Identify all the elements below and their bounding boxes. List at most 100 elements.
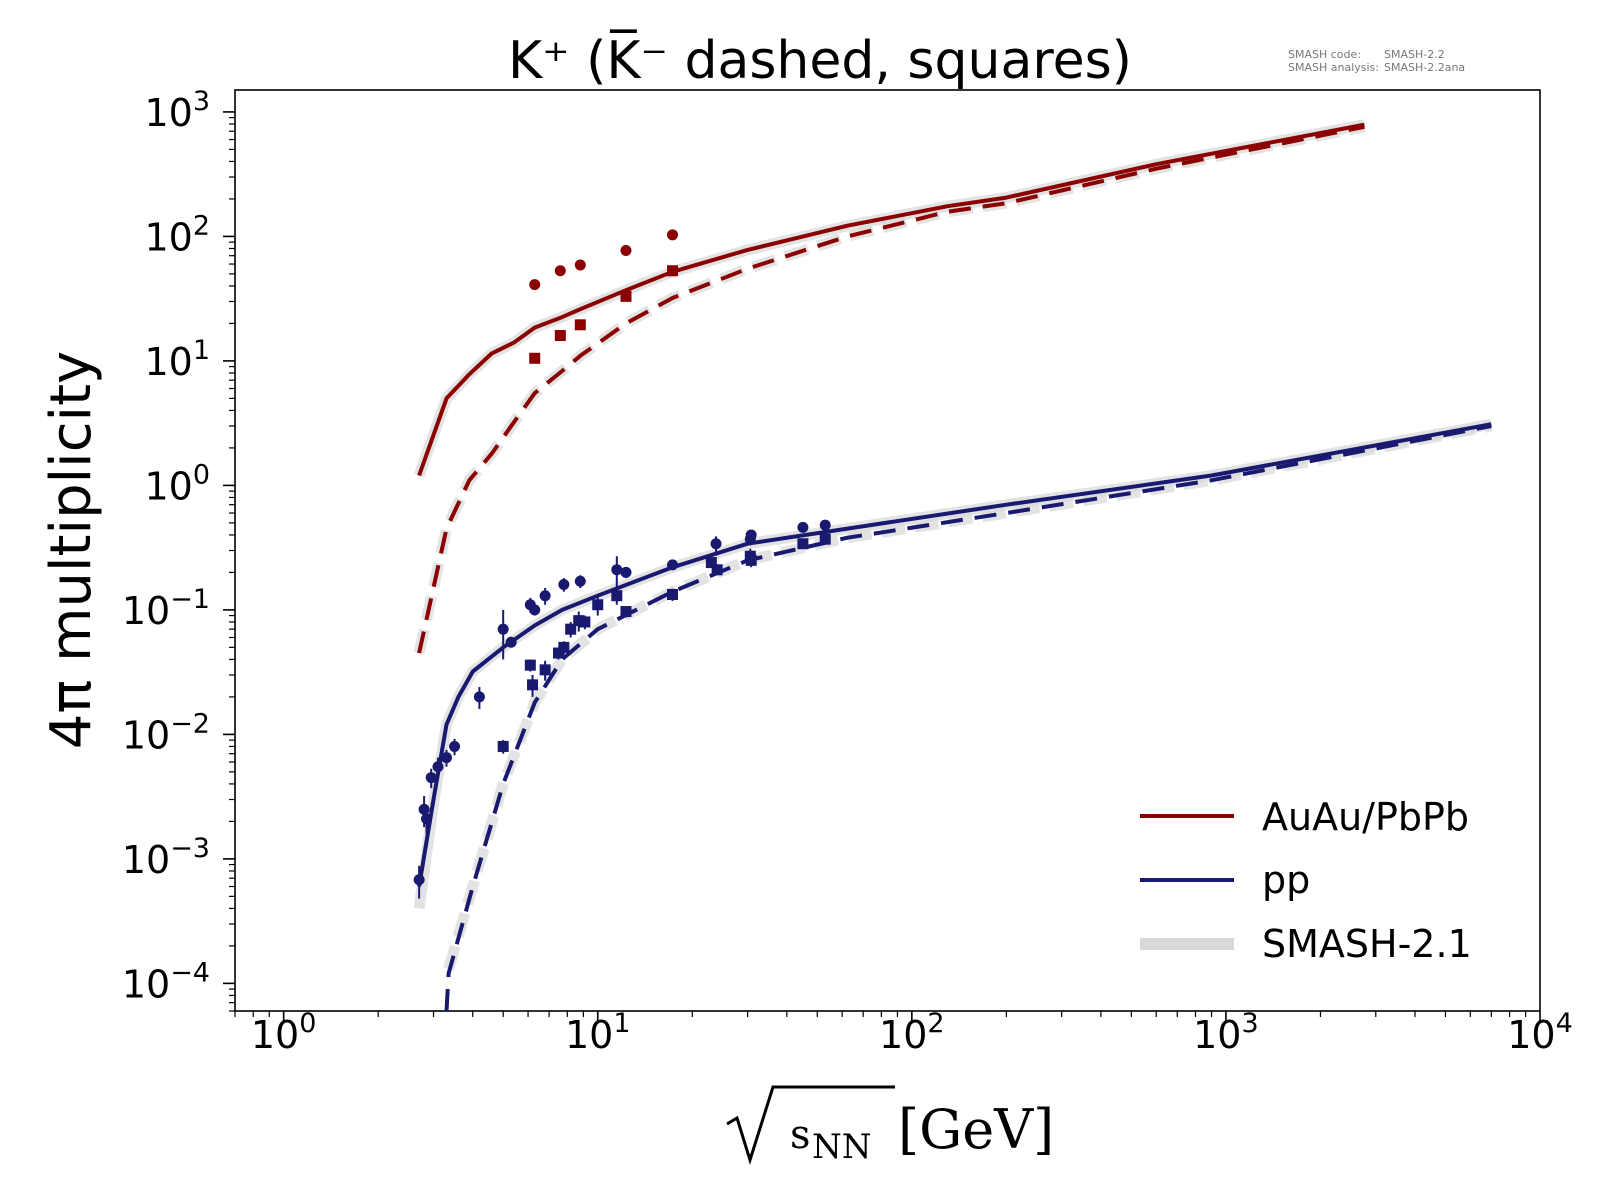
x-tick-label: 101 <box>565 1008 631 1057</box>
y-tick-label: 10−2 <box>122 708 210 757</box>
chart-title: K⁺ (K̅⁻ dashed, squares) <box>508 29 1132 91</box>
data-point-auau-pbpb-kplus <box>554 265 566 277</box>
data-point-pp-kminus <box>524 659 536 671</box>
data-point-pp-kminus <box>711 564 723 576</box>
sqrt-sign <box>726 1085 895 1166</box>
data-point-pp-kplus <box>574 575 586 587</box>
x-tick-label: 104 <box>1507 1008 1573 1057</box>
data-point-pp-kplus <box>539 590 551 602</box>
data-point-pp-kplus <box>421 813 433 825</box>
data-point-pp-kplus <box>425 772 437 784</box>
y-tick-label: 10−1 <box>122 584 210 633</box>
data-point-pp-kplus <box>505 636 517 648</box>
x-tick-exponent: 0 <box>299 1008 316 1039</box>
x-tick-base: 10 <box>1193 1013 1241 1057</box>
data-point-pp-kminus <box>611 590 623 602</box>
x-tick-exponent: 4 <box>1556 1008 1573 1039</box>
data-point-pp-kplus <box>710 538 722 550</box>
data-point-auau-pbpb-kplus <box>574 259 586 271</box>
y-tick-base: 10 <box>122 713 170 757</box>
data-point-pp-kplus <box>432 761 444 773</box>
version-code-value: SMASH-2.2 <box>1384 48 1445 61</box>
y-tick-exponent: −1 <box>170 584 210 615</box>
x-axis-label: s NN [GeV] <box>726 1085 1054 1167</box>
legend-label-pp: pp <box>1262 858 1310 902</box>
data-point-pp-kminus <box>573 615 585 627</box>
data-point-pp-kplus <box>449 740 461 752</box>
y-tick-exponent: −2 <box>170 708 210 739</box>
series-line-auau-pbpb-kplus-model <box>417 122 1365 477</box>
y-tick-exponent: 3 <box>193 86 210 117</box>
data-point-auau-pbpb-kplus <box>620 245 632 257</box>
x-tick-label: 103 <box>1193 1008 1259 1057</box>
data-point-pp-kminus <box>819 533 831 545</box>
data-markers <box>413 229 831 899</box>
data-point-auau-pbpb-kminus <box>620 290 632 302</box>
x-tick-base: 10 <box>1507 1013 1555 1057</box>
y-tick-label: 103 <box>144 86 210 135</box>
x-axis: 100 101 102 103 104 <box>234 1008 1573 1057</box>
data-point-auau-pbpb-kminus <box>574 319 586 331</box>
y-tick-exponent: 2 <box>193 210 210 241</box>
x-tick-base: 10 <box>879 1013 927 1057</box>
x-axis-label-symbol: s <box>790 1112 811 1158</box>
y-tick-label: 100 <box>144 459 210 508</box>
y-tick-base: 10 <box>122 962 170 1006</box>
x-tick-base: 10 <box>565 1013 613 1057</box>
data-point-pp-kminus <box>705 557 717 569</box>
version-analysis-value: SMASH-2.2ana <box>1384 61 1465 74</box>
x-tick-label: 100 <box>251 1008 317 1057</box>
legend-label-reference: SMASH-2.1 <box>1262 922 1472 966</box>
data-point-pp-kplus <box>667 559 679 571</box>
data-point-pp-kplus <box>441 752 453 764</box>
data-point-pp-kplus <box>413 874 425 886</box>
y-tick-base: 10 <box>122 838 170 882</box>
x-tick-exponent: 1 <box>613 1008 630 1039</box>
y-tick-base: 10 <box>144 91 192 135</box>
y-tick-label: 10−4 <box>122 957 210 1006</box>
y-tick-base: 10 <box>144 215 192 259</box>
series-line-auau-pbpb-kminus-model <box>417 124 1365 654</box>
reference-lines <box>413 119 1493 971</box>
data-point-pp-kminus <box>667 588 679 600</box>
data-point-pp-kminus <box>527 679 539 691</box>
series-line-pp-kminus-model <box>444 424 1492 1012</box>
data-point-pp-kminus <box>539 664 551 676</box>
x-tick-exponent: 2 <box>927 1008 944 1039</box>
data-point-pp-kminus <box>592 599 604 611</box>
data-point-pp-kminus <box>579 616 591 628</box>
series-line-auau-pbpb-kminus-reference <box>413 121 1366 655</box>
y-tick-exponent: −4 <box>170 957 210 988</box>
x-axis-label-subscript: NN <box>812 1127 872 1167</box>
x-tick-base: 10 <box>251 1013 299 1057</box>
y-tick-label: 102 <box>144 210 210 259</box>
y-tick-label: 101 <box>144 335 210 384</box>
data-point-pp-kplus <box>558 578 570 590</box>
y-axis-label: 4π multiplicity <box>39 351 104 749</box>
data-point-pp-kplus <box>819 519 831 531</box>
data-point-pp-kminus <box>558 641 570 653</box>
y-tick-base: 10 <box>144 340 192 384</box>
data-point-pp-kplus <box>529 604 541 616</box>
x-tick-label: 102 <box>879 1008 945 1057</box>
data-point-auau-pbpb-kminus <box>667 265 679 277</box>
data-point-pp-kplus <box>497 623 509 635</box>
model-lines <box>417 122 1492 1012</box>
data-point-auau-pbpb-kplus <box>667 229 679 241</box>
version-annotation: SMASH code: SMASH-2.2 SMASH analysis: SM… <box>1288 48 1465 74</box>
x-axis-label-unit: [GeV] <box>898 1098 1054 1161</box>
y-tick-base: 10 <box>144 464 192 508</box>
series-line-pp-kplus-model <box>417 422 1492 887</box>
data-point-pp-kplus <box>620 566 632 578</box>
data-point-pp-kplus <box>473 691 485 703</box>
y-tick-base: 10 <box>122 589 170 633</box>
data-point-pp-kminus <box>620 606 632 618</box>
data-point-pp-kplus <box>744 533 756 545</box>
version-analysis-key: SMASH analysis: <box>1288 61 1379 74</box>
series-line-auau-pbpb-kplus-reference <box>413 119 1366 478</box>
y-tick-exponent: 0 <box>193 459 210 490</box>
y-tick-exponent: 1 <box>193 335 210 366</box>
data-point-pp-kminus <box>552 647 564 659</box>
